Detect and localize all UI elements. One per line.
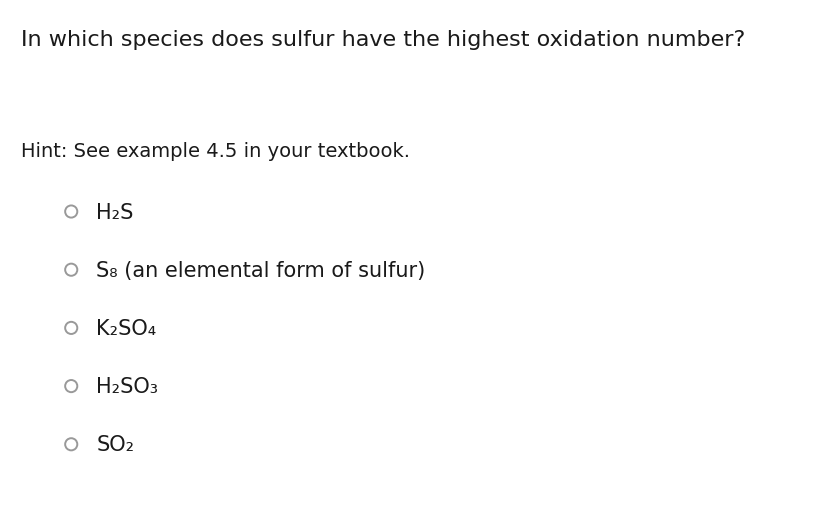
Text: S₈ (an elemental form of sulfur): S₈ (an elemental form of sulfur) <box>96 260 426 280</box>
Text: Hint: See example 4.5 in your textbook.: Hint: See example 4.5 in your textbook. <box>21 141 410 161</box>
Text: SO₂: SO₂ <box>96 434 134 454</box>
Text: H₂S: H₂S <box>96 202 134 222</box>
Text: K₂SO₄: K₂SO₄ <box>96 318 157 338</box>
Text: H₂SO₃: H₂SO₃ <box>96 376 158 396</box>
Text: In which species does sulfur have the highest oxidation number?: In which species does sulfur have the hi… <box>21 30 745 50</box>
